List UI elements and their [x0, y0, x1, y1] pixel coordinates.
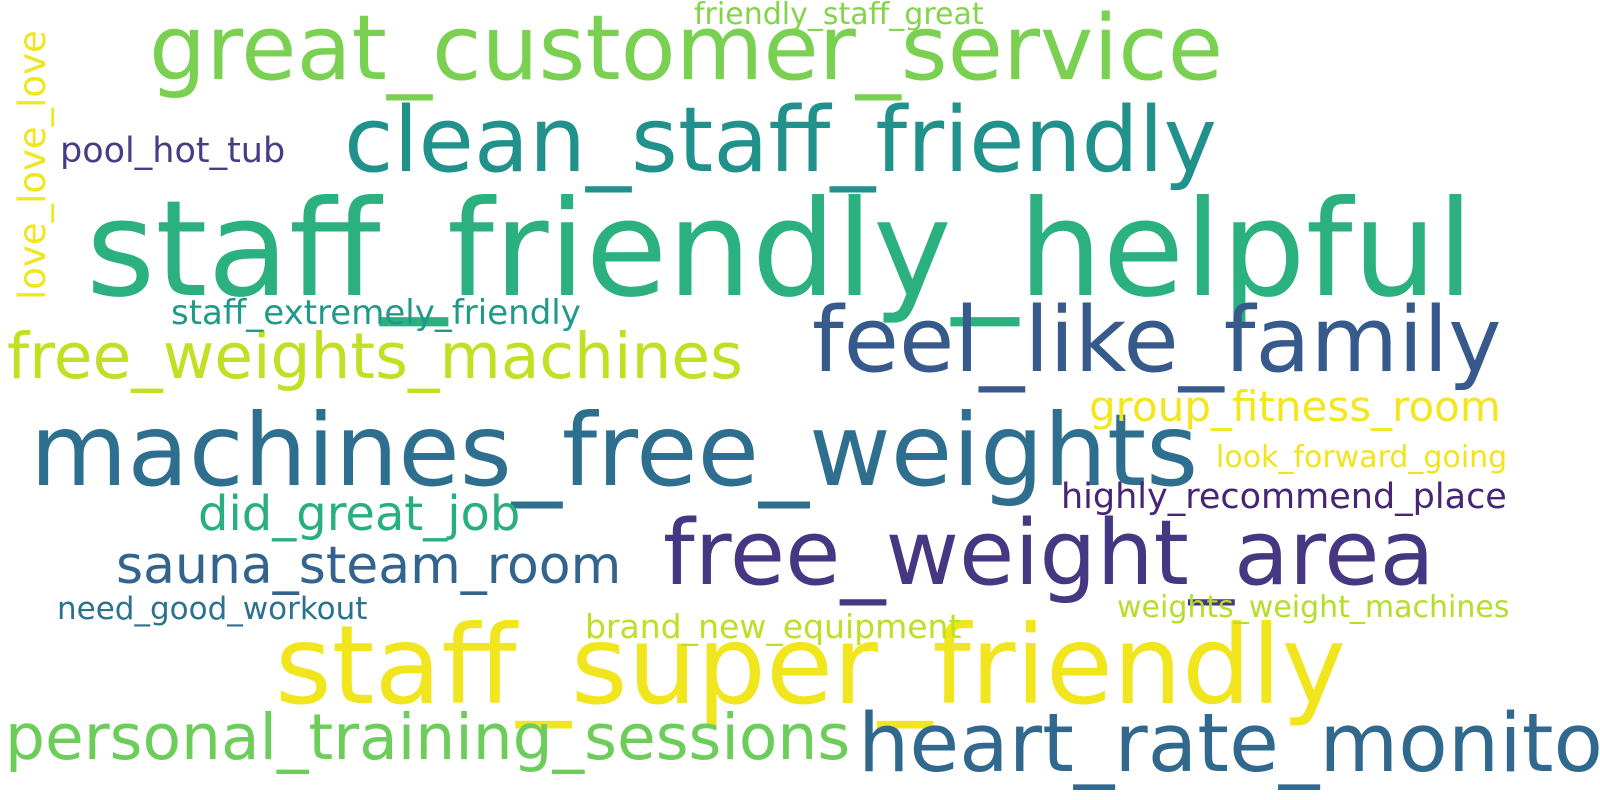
word-brand-new-equipment: brand_new_equipment	[585, 607, 962, 646]
word-love-love-love: love_love_love	[11, 30, 54, 300]
word-did-great-job: did_great_job	[198, 486, 521, 542]
word-great-customer-service: great_customer_service	[149, 0, 1224, 101]
word-need-good-workout: need_good_workout	[57, 591, 368, 627]
word-sauna-steam-room: sauna_steam_room	[116, 536, 622, 596]
word-friendly-staff-great: friendly_staff_great	[694, 0, 984, 32]
word-group-fitness-room: group_fitness_room	[1089, 382, 1501, 431]
word-feel-like-family: feel_like_family	[812, 288, 1502, 393]
word-clean-staff-friendly: clean_staff_friendly	[344, 88, 1217, 193]
word-staff-extremely-friendly: staff_extremely_friendly	[171, 293, 581, 333]
word-highly-recommend-place: highly_recommend_place	[1061, 477, 1507, 517]
word-look-forward-going: look_forward_going	[1216, 440, 1508, 475]
word-weights-weight-machines: weights_weight_machines	[1117, 590, 1510, 625]
word-free-weight-area: free_weight_area	[663, 501, 1435, 606]
word-heart-rate-monitor: heart_rate_monitor	[858, 697, 1600, 791]
word-pool-hot-tub: pool_hot_tub	[60, 131, 286, 171]
word-personal-training-sessions: personal_training_sessions	[5, 701, 851, 774]
word-staff-friendly-helpful: staff_friendly_helpful	[86, 173, 1474, 327]
word-staff-super-friendly: staff_super_friendly	[275, 602, 1346, 729]
word-machines-free-weights: machines_free_weights	[30, 392, 1199, 509]
word-free-weights-machines: free_weights_machines	[7, 320, 744, 393]
